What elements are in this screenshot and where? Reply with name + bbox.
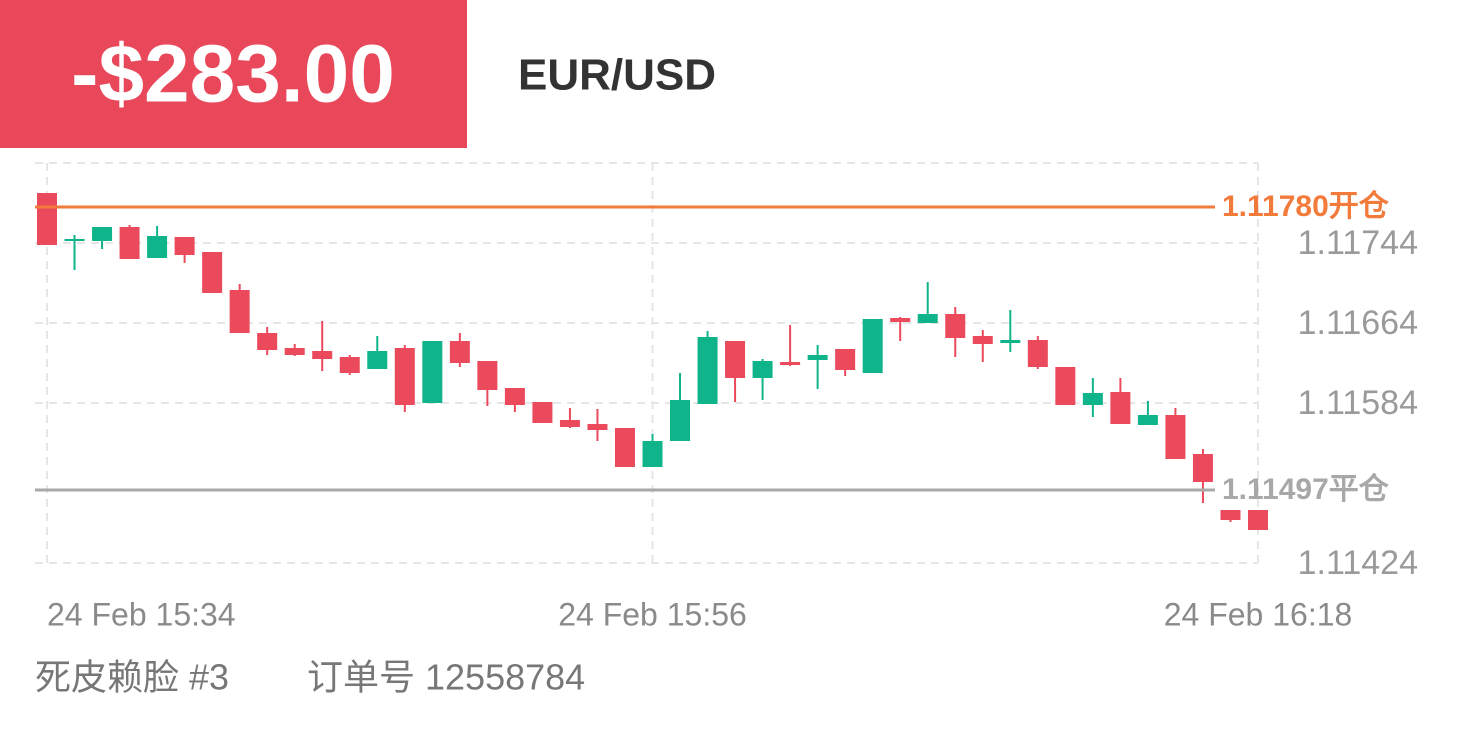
candle-body (1165, 415, 1186, 459)
candle-body (394, 348, 415, 405)
candle-body (1137, 415, 1158, 425)
candle-body (862, 319, 883, 373)
pnl: -$283.00 (71, 29, 395, 120)
order-number: 订单号 12558784 (307, 657, 585, 698)
candle-body (1082, 393, 1103, 405)
candle-body (367, 351, 388, 369)
candle-body (1192, 454, 1213, 482)
candle-body (1055, 367, 1076, 405)
price-line-label: 1.11780开仓 (1222, 190, 1390, 223)
candle-body (37, 193, 57, 245)
candle-body (422, 341, 443, 403)
candle-body (174, 237, 195, 255)
y-tick-label: 1.11584 (1298, 384, 1418, 422)
x-tick-label: 24 Feb 15:34 (47, 596, 236, 632)
candle-body (504, 388, 525, 405)
candle-body (559, 420, 580, 427)
candle-body (1220, 510, 1241, 520)
candle-body (449, 341, 470, 363)
candle-body (147, 236, 168, 258)
pnl-badge (0, 0, 467, 148)
candle-body (1000, 340, 1021, 343)
y-tick-label: 1.11744 (1298, 224, 1418, 262)
x-tick-label: 24 Feb 15:56 (558, 596, 747, 632)
price-line-label: 1.11497平仓 (1222, 473, 1390, 506)
candle-body (257, 333, 278, 350)
candle-body (614, 428, 635, 467)
candle-body (835, 349, 856, 370)
candle-body (642, 441, 663, 467)
candle-body (1110, 392, 1131, 424)
candle-body (119, 227, 140, 259)
y-tick-label: 1.11664 (1298, 304, 1418, 342)
candle-body (229, 290, 250, 333)
candle-body (587, 424, 608, 430)
y-tick-label: 1.11424 (1298, 544, 1418, 582)
candle-body (92, 227, 113, 241)
candle-body (890, 318, 911, 322)
candle-body (697, 337, 718, 404)
candle-body (64, 239, 85, 241)
x-tick-label: 24 Feb 16:18 (1164, 596, 1353, 632)
candle-body (312, 351, 333, 359)
candle-body (284, 348, 305, 355)
candle-body (725, 341, 746, 378)
candle-body (670, 400, 691, 441)
candle-body (1027, 340, 1048, 367)
candle-body (477, 361, 498, 390)
candle-body (532, 402, 553, 423)
candle-body (780, 362, 801, 365)
candle-body (202, 252, 223, 293)
candle-body (945, 314, 966, 338)
candle-body (339, 357, 360, 373)
candle-body (1248, 510, 1268, 530)
symbol: EUR/USD (518, 51, 716, 100)
candle-body (807, 355, 828, 360)
account: 死皮赖脸 #3 (35, 657, 229, 698)
candle-body (917, 314, 938, 323)
candle-body (972, 336, 993, 344)
candle-body (752, 361, 773, 378)
